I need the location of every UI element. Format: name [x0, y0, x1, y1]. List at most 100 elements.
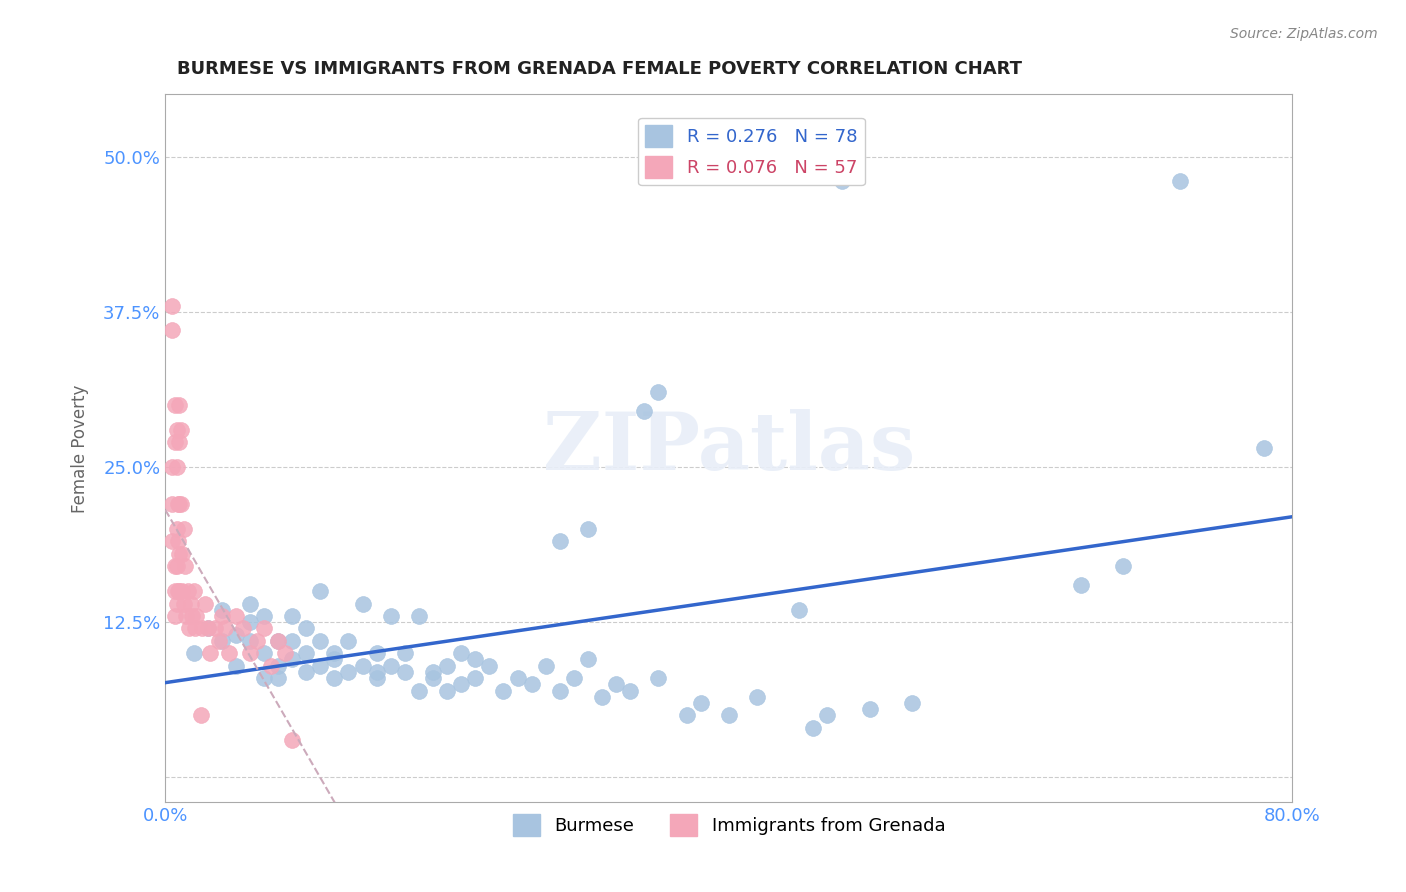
Point — [464, 652, 486, 666]
Point — [337, 633, 360, 648]
Point — [165, 609, 187, 624]
Point — [506, 671, 529, 685]
Point — [605, 677, 627, 691]
Point — [394, 665, 416, 679]
Point — [194, 597, 217, 611]
Point — [162, 534, 184, 549]
Point — [162, 323, 184, 337]
Point — [520, 677, 543, 691]
Point — [408, 683, 430, 698]
Point — [190, 708, 212, 723]
Point — [366, 671, 388, 685]
Point — [170, 423, 193, 437]
Point — [166, 559, 188, 574]
Point — [173, 522, 195, 536]
Point — [1070, 578, 1092, 592]
Point — [831, 174, 853, 188]
Point — [380, 658, 402, 673]
Point — [859, 702, 882, 716]
Point — [167, 534, 190, 549]
Point — [436, 683, 458, 698]
Legend: Burmese, Immigrants from Grenada: Burmese, Immigrants from Grenada — [505, 806, 952, 843]
Point — [717, 708, 740, 723]
Point — [197, 622, 219, 636]
Point — [323, 671, 346, 685]
Point — [689, 696, 711, 710]
Point — [817, 708, 839, 723]
Point — [281, 733, 304, 747]
Point — [267, 658, 290, 673]
Point — [408, 609, 430, 624]
Point — [167, 497, 190, 511]
Point — [179, 622, 201, 636]
Point — [352, 597, 374, 611]
Point — [548, 534, 571, 549]
Point — [239, 646, 262, 660]
Point — [295, 622, 318, 636]
Point — [450, 646, 472, 660]
Point — [177, 584, 200, 599]
Point — [166, 522, 188, 536]
Point — [337, 665, 360, 679]
Point — [534, 658, 557, 673]
Point — [274, 646, 297, 660]
Point — [253, 609, 276, 624]
Point — [173, 597, 195, 611]
Point — [366, 665, 388, 679]
Point — [267, 633, 290, 648]
Y-axis label: Female Poverty: Female Poverty — [72, 384, 89, 513]
Point — [225, 627, 247, 641]
Text: BURMESE VS IMMIGRANTS FROM GRENADA FEMALE POVERTY CORRELATION CHART: BURMESE VS IMMIGRANTS FROM GRENADA FEMAL… — [177, 60, 1022, 78]
Point — [267, 633, 290, 648]
Point — [167, 584, 190, 599]
Point — [309, 633, 332, 648]
Point — [295, 646, 318, 660]
Point — [239, 615, 262, 630]
Point — [162, 497, 184, 511]
Point — [162, 460, 184, 475]
Point — [436, 658, 458, 673]
Point — [214, 622, 236, 636]
Point — [633, 404, 655, 418]
Point — [1168, 174, 1191, 188]
Point — [267, 671, 290, 685]
Point — [492, 683, 515, 698]
Point — [204, 622, 226, 636]
Point — [675, 708, 697, 723]
Text: Source: ZipAtlas.com: Source: ZipAtlas.com — [1230, 27, 1378, 41]
Point — [309, 658, 332, 673]
Point — [253, 622, 276, 636]
Point — [422, 665, 444, 679]
Point — [901, 696, 924, 710]
Point — [166, 597, 188, 611]
Point — [323, 652, 346, 666]
Point — [225, 609, 247, 624]
Point — [647, 385, 669, 400]
Point — [183, 584, 205, 599]
Point — [576, 652, 599, 666]
Point — [260, 658, 283, 673]
Point — [394, 646, 416, 660]
Point — [422, 671, 444, 685]
Point — [172, 547, 194, 561]
Point — [166, 423, 188, 437]
Point — [225, 658, 247, 673]
Point — [281, 633, 304, 648]
Point — [295, 665, 318, 679]
Point — [352, 658, 374, 673]
Point — [380, 609, 402, 624]
Point — [576, 522, 599, 536]
Point — [169, 435, 191, 450]
Point — [166, 460, 188, 475]
Point — [211, 609, 233, 624]
Point — [162, 299, 184, 313]
Point — [246, 633, 269, 648]
Point — [170, 497, 193, 511]
Point — [450, 677, 472, 691]
Point — [172, 584, 194, 599]
Point — [180, 597, 202, 611]
Point — [1112, 559, 1135, 574]
Point — [169, 398, 191, 412]
Point — [181, 609, 204, 624]
Point — [281, 652, 304, 666]
